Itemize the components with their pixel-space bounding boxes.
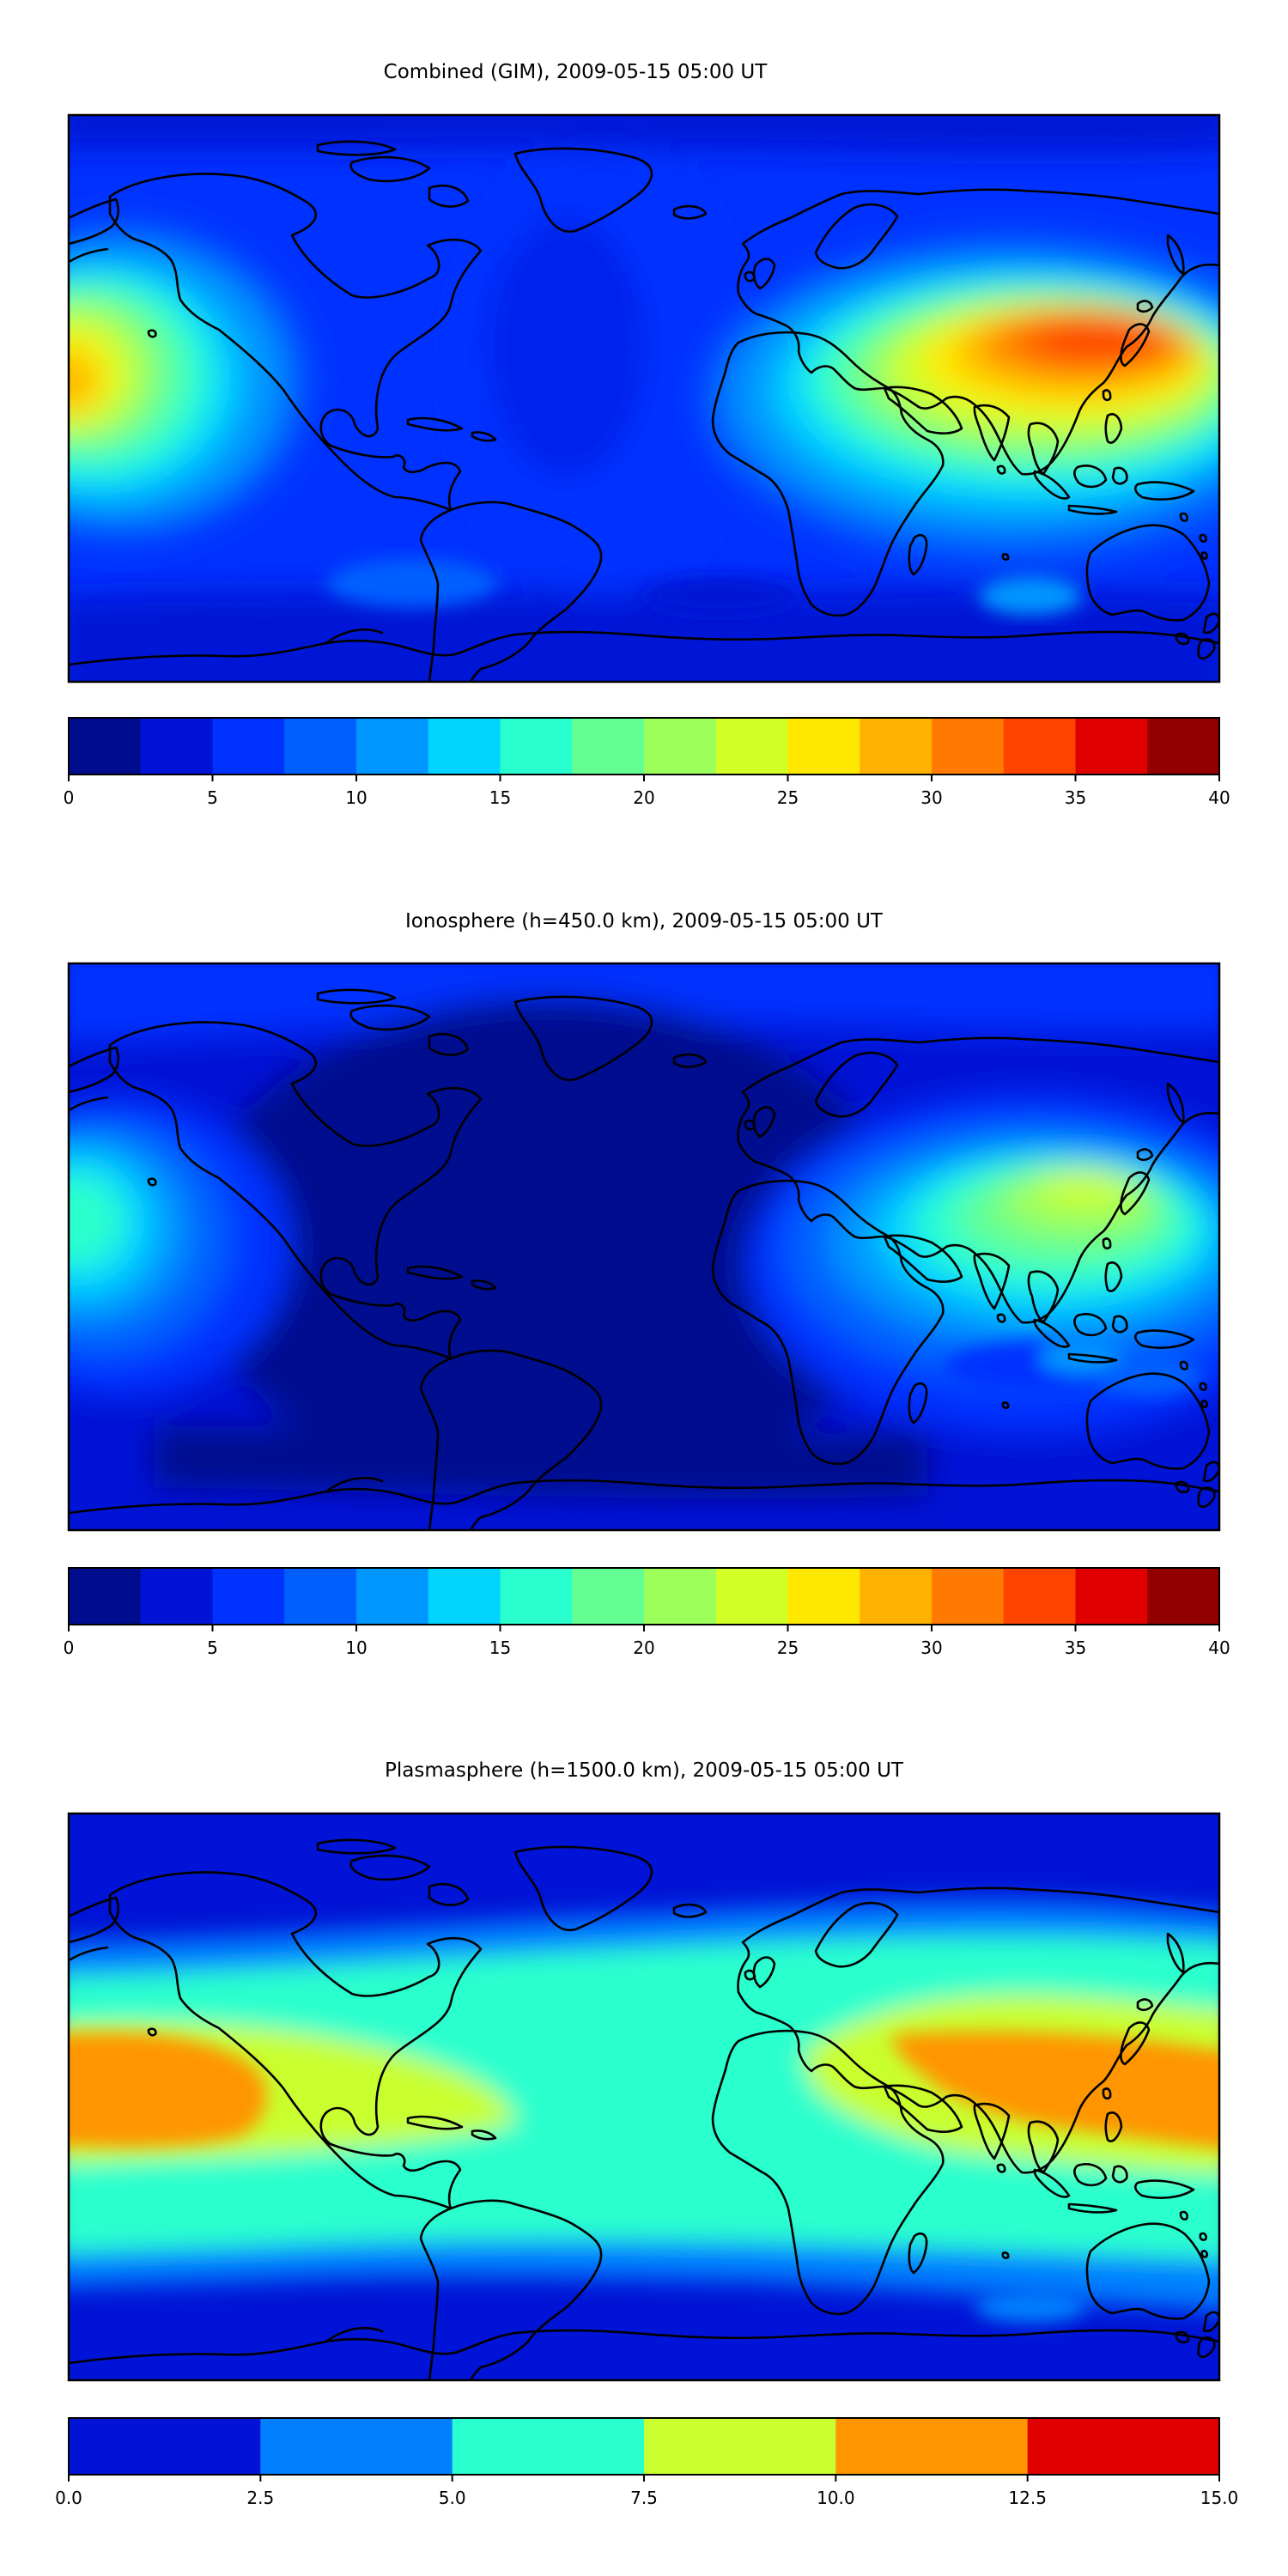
colorbar-tick-label: 10: [345, 1637, 367, 1658]
colorbar-tick-label: 25: [777, 1637, 799, 1658]
colorbar-swatch: [69, 2418, 261, 2475]
colorbar-swatch: [500, 1568, 573, 1625]
colorbar-tick-label: 15: [489, 1637, 511, 1658]
colorbar-tick-label: 5: [207, 1637, 218, 1658]
colorbar-swatch: [356, 1568, 429, 1625]
map-combined: [67, 113, 1221, 683]
colorbar-swatch: [572, 1568, 645, 1625]
colorbar-swatch: [69, 1568, 142, 1625]
colorbar-tick-label: 10: [345, 787, 367, 808]
colorbar-tick-label: 15: [489, 787, 511, 808]
colorbar-swatch: [1003, 718, 1077, 775]
colorbar-swatch: [260, 2418, 453, 2475]
colorbar-tick-label: 40: [1208, 787, 1230, 808]
colorbar-tick-label: 0: [64, 1637, 75, 1658]
colorbar-swatch: [860, 1568, 933, 1625]
panel-ionosphere: Ionosphere (h=450.0 km), 2009-05-15 05:0…: [64, 910, 1230, 1658]
colorbar-ticks: 0.0 2.5 5.0 7.5 10.0 12.5 15.0: [55, 2475, 1238, 2508]
colorbar-ionosphere: 0 5 10 15 20 25 30 35 40: [64, 1567, 1230, 1658]
colorbar-tick-label: 12.5: [1008, 2488, 1047, 2508]
colorbar-ticks: 0 5 10 15 20 25 30 35 40: [64, 1625, 1230, 1658]
colorbar-swatch: [860, 718, 933, 775]
colorbar-swatch: [1027, 2418, 1220, 2475]
colorbar-swatch: [356, 718, 429, 775]
colorbar-swatch: [1147, 1568, 1220, 1625]
panel-combined: Combined (GIM), 2009-05-15 05:00 UT: [64, 61, 1230, 808]
colorbar-swatch: [212, 1568, 285, 1625]
colorbar-swatch: [932, 718, 1005, 775]
colorbar-tick-label: 5.0: [439, 2488, 466, 2508]
colorbar-swatch: [140, 1568, 214, 1625]
colorbar-swatch: [428, 718, 501, 775]
colorbar-swatch: [428, 1568, 501, 1625]
colorbar-swatch: [500, 718, 573, 775]
colorbar-tick-label: 10.0: [817, 2488, 855, 2508]
colorbar-tick-label: 5: [207, 787, 218, 808]
colorbar-swatch: [715, 718, 789, 775]
colorbar-tick-label: 0.0: [55, 2488, 82, 2508]
colorbar-swatch: [140, 718, 214, 775]
colorbar-swatch: [1075, 718, 1148, 775]
colorbar-swatch: [212, 718, 285, 775]
colorbar-swatch: [715, 1568, 789, 1625]
colorbar-ticks: 0 5 10 15 20 25 30 35 40: [64, 775, 1230, 808]
panel-title-combined: Combined (GIM), 2009-05-15 05:00 UT: [384, 61, 769, 83]
colorbar-swatch: [787, 718, 860, 775]
colorbar-tick-label: 15.0: [1200, 2488, 1239, 2508]
colorbar-swatch: [452, 2418, 645, 2475]
colorbar-swatch: [69, 718, 142, 775]
colorbar-swatch: [1147, 718, 1220, 775]
colorbar-tick-label: 25: [777, 787, 799, 808]
map-plasmasphere: [67, 1812, 1221, 2382]
colorbar-swatch: [835, 2418, 1029, 2475]
colorbar-plasmasphere: 0.0 2.5 5.0 7.5 10.0 12.5 15.0: [55, 2417, 1238, 2508]
colorbar-tick-label: 20: [633, 1637, 654, 1658]
colorbar-tick-label: 0: [64, 787, 75, 808]
colorbar-swatch: [572, 718, 645, 775]
colorbar-swatch: [932, 1568, 1005, 1625]
colorbar-tick-label: 2.5: [246, 2488, 274, 2508]
colorbar-tick-label: 7.5: [630, 2488, 658, 2508]
colorbar-swatch: [284, 718, 357, 775]
colorbar-swatch: [284, 1568, 357, 1625]
colorbar-swatch: [644, 718, 717, 775]
colorbar-tick-label: 35: [1065, 1637, 1086, 1658]
colorbar-combined: 0 5 10 15 20 25 30 35 40: [64, 717, 1230, 808]
colorbar-tick-label: 20: [633, 787, 654, 808]
panel-title-ionosphere: Ionosphere (h=450.0 km), 2009-05-15 05:0…: [405, 910, 884, 933]
colorbar-swatch: [644, 2418, 836, 2475]
panel-title-plasmasphere: Plasmasphere (h=1500.0 km), 2009-05-15 0…: [385, 1759, 904, 1782]
colorbar-tick-label: 30: [920, 787, 942, 808]
colorbar-tick-label: 30: [920, 1637, 942, 1658]
colorbar-swatches: [69, 2418, 1220, 2475]
colorbar-swatches: [69, 718, 1220, 775]
colorbar-swatches: [69, 1568, 1220, 1625]
colorbar-tick-label: 35: [1065, 787, 1086, 808]
colorbar-tick-label: 40: [1208, 1637, 1230, 1658]
colorbar-swatch: [644, 1568, 717, 1625]
colorbar-swatch: [1003, 1568, 1077, 1625]
colorbar-swatch: [787, 1568, 860, 1625]
colorbar-swatch: [1075, 1568, 1148, 1625]
panel-plasmasphere: Plasmasphere (h=1500.0 km), 2009-05-15 0…: [55, 1759, 1238, 2508]
map-ionosphere: [67, 962, 1221, 1532]
